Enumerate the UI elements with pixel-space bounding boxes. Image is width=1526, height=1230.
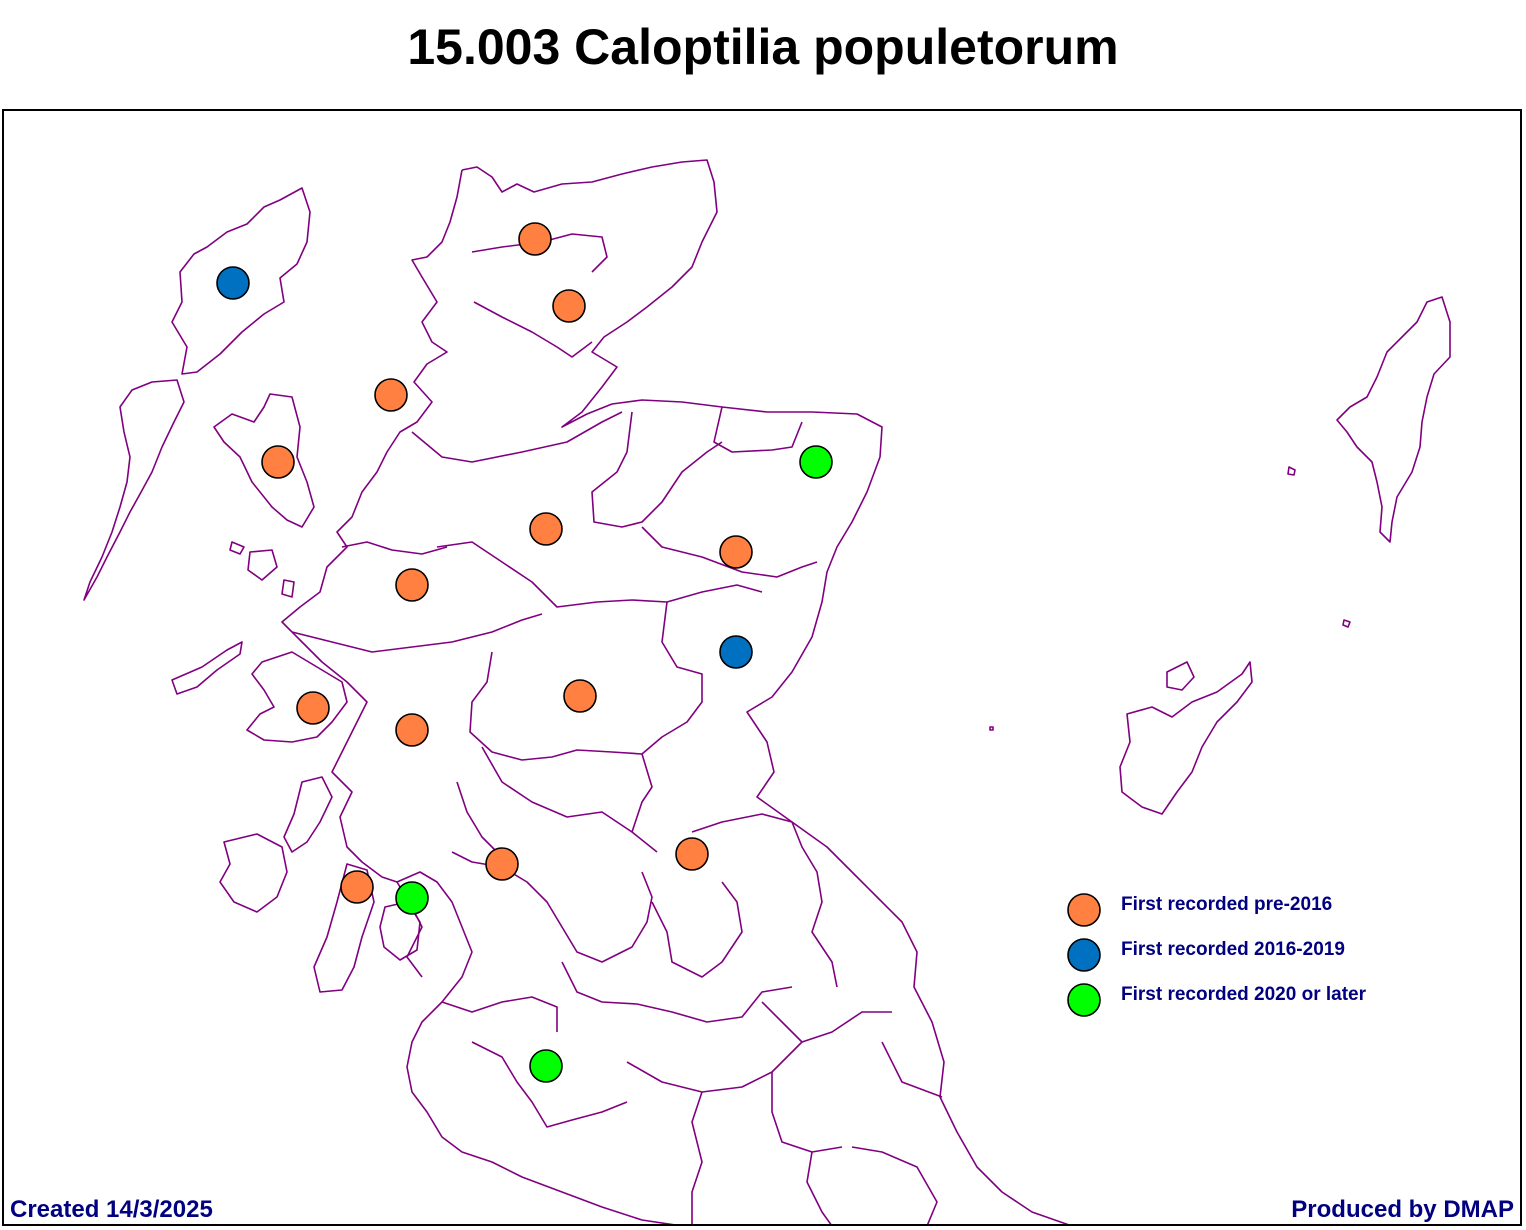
vc-line-7: [436, 541, 763, 608]
legend-label-2016-2019: First recorded 2016-2019: [1121, 939, 1345, 960]
record-dot: [529, 512, 563, 546]
map-title: 15.003 Caloptilia populetorum: [407, 19, 1119, 75]
uist-outline: [83, 379, 185, 601]
legend-markers: [1067, 893, 1101, 1017]
legend-label-pre-2016: First recorded pre-2016: [1121, 894, 1333, 915]
fair-isle: [1287, 466, 1296, 476]
scotland-map: [83, 159, 1451, 1224]
mull-outline: [246, 651, 348, 743]
record-dot: [719, 635, 753, 669]
record-dot: [395, 713, 429, 747]
record-dot: [340, 870, 374, 904]
record-dot: [719, 535, 753, 569]
vc-line-26: [881, 1041, 943, 1098]
legend-marker-pre-2016: [1067, 893, 1101, 927]
record-dot: [529, 1049, 563, 1083]
legend-marker-2016-2019: [1067, 938, 1101, 972]
vc-line-6: [641, 526, 818, 578]
produced-by: Produced by DMAP: [1291, 1196, 1514, 1223]
vc-line-5: [713, 406, 803, 453]
record-dot: [485, 847, 519, 881]
vc-line-10: [469, 651, 643, 761]
vc-line-23: [806, 1151, 832, 1224]
islay-outline: [219, 833, 288, 913]
vc-line-16: [691, 813, 838, 988]
vc-line-4: [591, 411, 723, 528]
vc-line-27: [651, 881, 743, 978]
vc-line-8: [341, 541, 448, 555]
tiree-outline: [171, 641, 243, 695]
small-isle-3: [281, 579, 295, 598]
vc-line-2: [473, 301, 593, 358]
vc-line-21: [691, 1091, 703, 1224]
legend-label-2020-later: First recorded 2020 or later: [1121, 984, 1366, 1005]
created-date: Created 14/3/2025: [10, 1196, 213, 1223]
stray-dot: [989, 726, 994, 731]
record-dot: [216, 266, 250, 300]
orkney-north: [1166, 661, 1195, 691]
vc-line-12: [631, 753, 658, 853]
mainland-west-coast: [281, 169, 675, 1224]
record-dot: [374, 378, 408, 412]
record-dot: [261, 445, 295, 479]
vc-line-20: [626, 1041, 803, 1093]
vc-line-14: [456, 781, 498, 853]
vc-line-15: [451, 851, 653, 963]
record-dot: [518, 222, 552, 256]
record-dot: [296, 691, 330, 725]
vc-line-22: [771, 1072, 843, 1153]
record-dot: [799, 445, 833, 479]
mainland-outline: [461, 159, 1069, 1224]
shetland-outline: [1336, 296, 1451, 543]
record-dot: [395, 568, 429, 602]
record-dots: [216, 222, 833, 1083]
vc-line-19: [471, 1041, 628, 1128]
vc-line-1: [471, 233, 608, 273]
vc-line-18: [441, 996, 558, 1032]
vc-line-25: [761, 1001, 892, 1043]
skye-outline: [213, 393, 315, 528]
vc-line-3: [411, 411, 623, 463]
foula: [1342, 619, 1351, 628]
record-dot: [552, 289, 586, 323]
record-dot: [563, 679, 597, 713]
vc-line-13: [481, 746, 633, 833]
legend-marker-2020-later: [1067, 983, 1101, 1017]
vc-line-9: [291, 613, 543, 653]
map-frame: [2, 109, 1522, 1226]
outer-hebrides-outline: [171, 187, 311, 375]
small-isle-2: [229, 541, 245, 555]
jura-outline: [283, 776, 333, 853]
small-isle-1: [247, 549, 278, 581]
orkney-mainland: [1119, 661, 1253, 815]
vc-line-17: [561, 961, 793, 1023]
record-dot: [395, 881, 429, 915]
vice-county-boundaries: [83, 159, 1451, 1224]
vc-line-11: [641, 601, 703, 755]
vc-line-24: [851, 1146, 938, 1224]
record-dot: [675, 837, 709, 871]
